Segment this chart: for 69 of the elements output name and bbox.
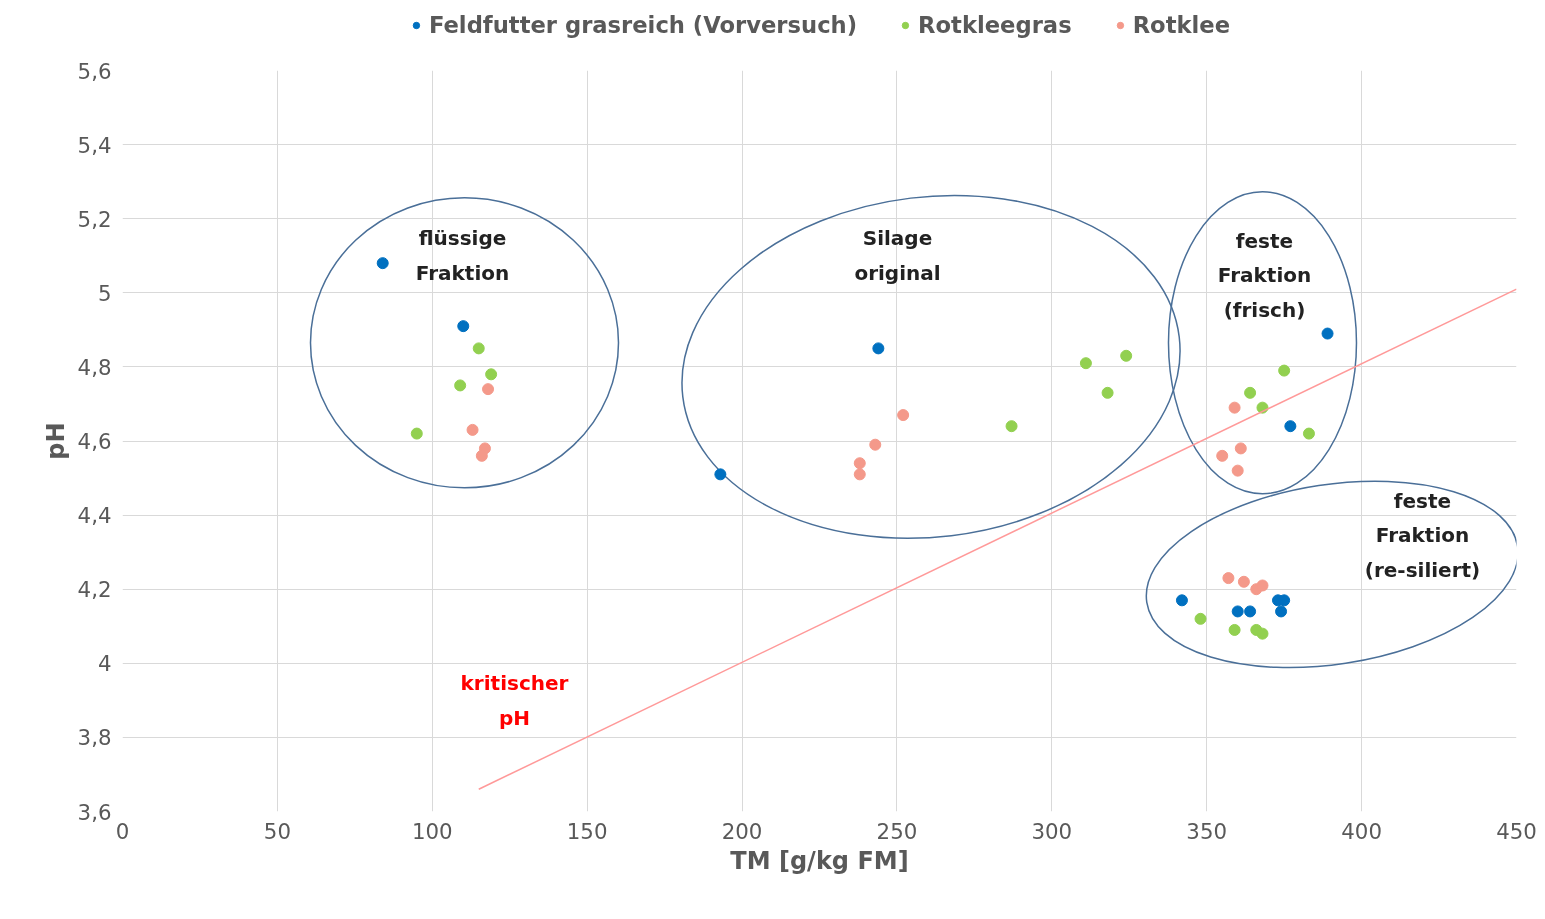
point xyxy=(897,409,910,422)
y-tick-label: 5 xyxy=(97,280,112,306)
point xyxy=(1079,357,1092,370)
legend-label: Rotklee xyxy=(1132,12,1231,38)
x-tick-label: 50 xyxy=(263,818,291,844)
x-tick-label: 400 xyxy=(1341,818,1382,844)
point xyxy=(1216,449,1229,462)
x-tick-label: 200 xyxy=(721,818,763,844)
point xyxy=(1321,327,1334,340)
point xyxy=(1175,594,1188,607)
point xyxy=(869,438,882,451)
point xyxy=(485,368,498,381)
point xyxy=(457,320,470,333)
point xyxy=(472,342,485,355)
y-tick-label: 3,6 xyxy=(77,799,112,825)
point xyxy=(853,468,866,481)
point xyxy=(1231,464,1244,477)
point xyxy=(1194,612,1207,625)
point xyxy=(376,257,389,270)
y-tick-label: 5,2 xyxy=(77,206,112,232)
point xyxy=(475,449,488,462)
x-tick-label: 100 xyxy=(411,818,453,844)
point xyxy=(1256,579,1269,592)
annotation: Silage original xyxy=(854,226,941,285)
y-tick-label: 4,2 xyxy=(77,577,112,603)
point xyxy=(1228,401,1241,414)
point xyxy=(454,379,467,392)
y-tick-label: 5,6 xyxy=(77,58,112,84)
y-tick-label: 5,4 xyxy=(77,132,112,158)
y-tick-label: 3,8 xyxy=(77,725,112,751)
y-tick-label: 4,4 xyxy=(77,503,112,529)
point xyxy=(1228,623,1241,636)
legend-label: Rotkleegras xyxy=(918,12,1072,38)
x-tick-label: 250 xyxy=(876,818,918,844)
point xyxy=(1101,386,1114,399)
point xyxy=(872,342,885,355)
x-tick-label: 150 xyxy=(566,818,608,844)
x-tick-label: 450 xyxy=(1496,818,1537,844)
point xyxy=(1284,420,1297,433)
annotation: kritischer pH xyxy=(460,671,569,730)
point xyxy=(853,457,866,470)
point xyxy=(1244,386,1257,399)
y-tick-label: 4,6 xyxy=(77,429,112,454)
point xyxy=(1278,364,1291,377)
y-tick-label: 4,8 xyxy=(77,354,112,380)
point xyxy=(466,423,479,436)
y-tick-label: 4 xyxy=(97,651,112,677)
annotation: flüssige Fraktion xyxy=(415,226,510,285)
point xyxy=(1222,572,1235,585)
point xyxy=(410,427,423,440)
point xyxy=(1005,420,1018,433)
annotation: feste Fraktion (re-siliert) xyxy=(1364,488,1481,583)
y-axis-title: pH xyxy=(41,422,70,460)
point xyxy=(1120,349,1133,362)
point xyxy=(1302,427,1315,440)
point xyxy=(1256,627,1269,640)
point xyxy=(1244,605,1257,618)
legend-label: Feldfutter grasreich (Vorversuch) xyxy=(428,12,858,38)
point xyxy=(1237,575,1250,588)
x-tick-label: 0 xyxy=(115,818,130,844)
x-tick-label: 300 xyxy=(1031,818,1073,844)
x-tick-label: 350 xyxy=(1186,818,1228,844)
point xyxy=(1275,605,1288,618)
x-axis-title: TM [g/kg FM] xyxy=(730,846,909,875)
annotation: feste Fraktion (frisch) xyxy=(1217,228,1312,323)
point xyxy=(482,383,495,396)
point xyxy=(1234,442,1247,455)
point xyxy=(714,468,727,481)
point xyxy=(1231,605,1244,618)
